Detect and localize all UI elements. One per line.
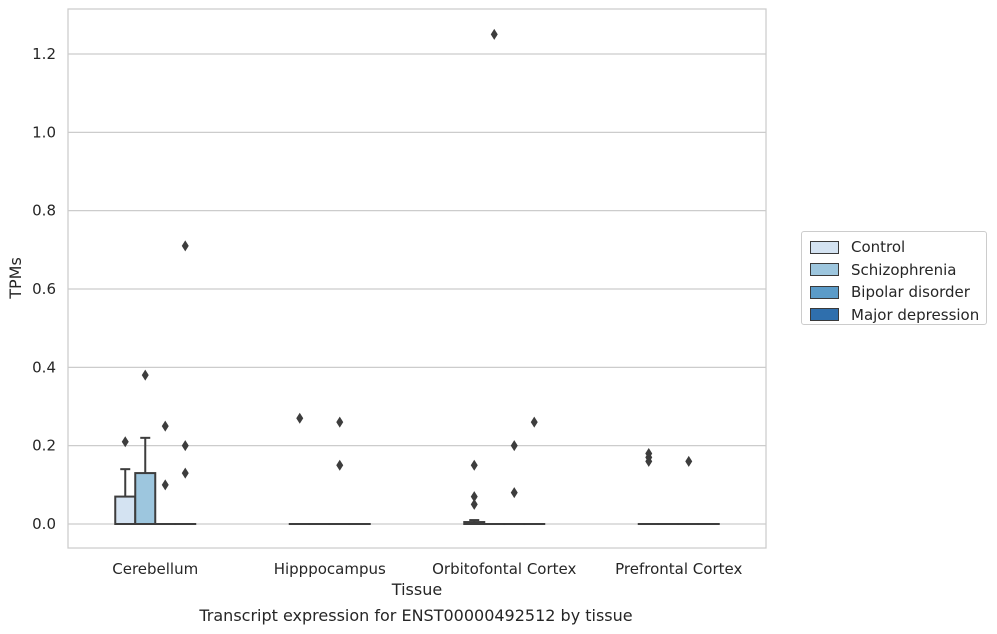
y-tick-label: 1.2 — [32, 45, 56, 63]
y-tick-label: 1.0 — [32, 123, 56, 141]
legend-swatch — [810, 240, 839, 254]
box-schizophrenia — [134, 369, 157, 526]
box-control — [288, 412, 311, 526]
legend-item: Bipolar disorder — [810, 281, 986, 304]
legend-label: Control — [851, 238, 906, 257]
outlier-point — [470, 498, 478, 510]
legend-swatch — [810, 263, 839, 277]
x-tick-label: Cerebellum — [112, 560, 198, 578]
box-bipolar-disorder — [154, 420, 177, 526]
box-major-depression — [523, 416, 546, 526]
outlier-point — [336, 416, 344, 428]
x-axis-ticks: Cerebellum Hipppocampus Orbitofontal Corte… — [112, 560, 742, 578]
outlier-point — [530, 416, 538, 428]
x-tick-label: Prefrontal Cortex — [615, 560, 742, 578]
outlier-point — [490, 28, 498, 40]
outlier-point — [161, 420, 169, 432]
box-body — [134, 472, 157, 526]
outlier-point — [470, 491, 478, 503]
outlier-point — [121, 436, 129, 448]
legend-swatch — [810, 308, 839, 322]
outlier-point — [181, 440, 189, 452]
x-tick-label: Hipppocampus — [274, 560, 386, 578]
y-axis-label: TPMs — [6, 257, 25, 300]
outlier-point — [645, 455, 653, 467]
box-bipolar-disorder — [503, 440, 526, 526]
box-major-depression — [174, 240, 197, 526]
outlier-point — [296, 412, 304, 424]
outlier-point — [161, 479, 169, 491]
box-plots — [114, 28, 720, 526]
box-control — [463, 459, 486, 526]
legend-swatch — [810, 285, 839, 299]
box-control — [114, 436, 137, 526]
outlier-point — [181, 240, 189, 252]
plot-frame — [67, 8, 767, 549]
y-axis-ticks: 0.0 0.2 0.4 0.6 0.8 1.0 1.2 — [32, 45, 56, 533]
y-tick-label: 0.6 — [32, 280, 56, 298]
gridlines — [68, 53, 766, 525]
box-body — [114, 495, 137, 526]
y-tick-label: 0.8 — [32, 202, 56, 220]
y-tick-label: 0.4 — [32, 358, 56, 376]
outlier-point — [470, 459, 478, 471]
box-control — [637, 448, 660, 526]
outlier-point — [336, 459, 344, 471]
chart-caption: Transcript expression for ENST0000049251… — [199, 606, 633, 625]
outlier-point — [141, 369, 149, 381]
outlier-point — [181, 467, 189, 479]
legend-item: Schizophrenia — [810, 259, 986, 282]
legend-label: Bipolar disorder — [851, 283, 970, 302]
x-axis-label: Tissue — [391, 580, 442, 599]
legend-item: Major depression — [810, 304, 986, 327]
outlier-point — [510, 440, 518, 452]
outlier-point — [510, 487, 518, 499]
outlier-point — [685, 455, 693, 467]
legend-label: Major depression — [851, 305, 980, 324]
x-tick-label: Orbitofontal Cortex — [432, 560, 576, 578]
box-bipolar-disorder — [677, 455, 700, 526]
legend: Control Schizophrenia Bipolar disorder Majo… — [801, 231, 987, 325]
y-tick-label: 0.2 — [32, 437, 56, 455]
legend-item: Control — [810, 236, 986, 259]
y-tick-label: 0.0 — [32, 515, 56, 533]
box-bipolar-disorder — [328, 416, 351, 526]
box-schizophrenia — [483, 28, 506, 526]
legend-label: Schizophrenia — [851, 260, 957, 279]
